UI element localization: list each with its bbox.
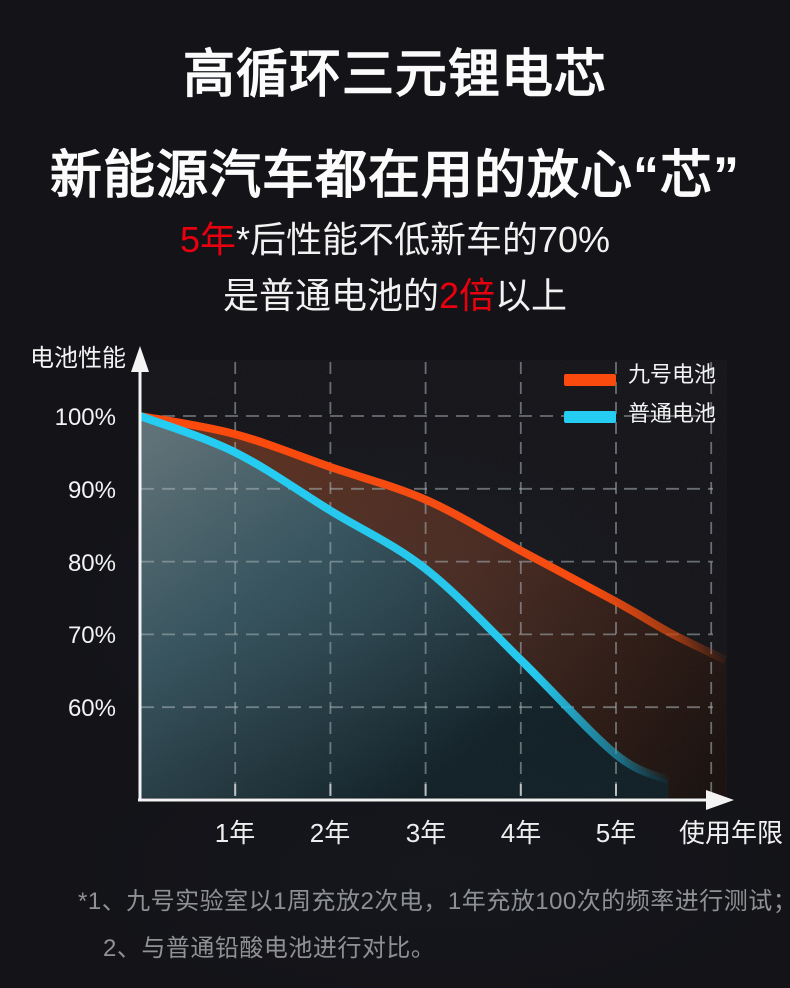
axes [131,346,734,810]
ordinary-battery-curve [138,412,671,784]
legend-label-ninebot: 九号电池 [628,362,716,387]
x-tick-label-5: 5年 [596,818,636,848]
claim-line-2-pre: 是普通电池的 [222,275,439,316]
page-title: 高循环三元锂电芯 [182,45,607,104]
y-axis-title: 电池性能 [30,345,126,372]
battery-performance-chart: 电池性能 100% 90% 80% 70% 60% 1年 2年 3年 4年 5年… [0,330,790,860]
claim-line-1-text: *后性能不低新车的70% [235,219,611,260]
claim-multiplier-highlight: 2倍 [438,275,496,316]
legend-swatch-ninebot [564,374,616,386]
chart-svg: 电池性能 100% 90% 80% 70% 60% 1年 2年 3年 4年 5年… [30,345,783,848]
legend: 九号电池 普通电池 [564,362,716,426]
y-tick-label-70: 70% [68,622,116,649]
x-tick-label-2: 2年 [310,818,350,848]
y-tick-label-90: 90% [68,477,116,504]
axis-labels: 电池性能 100% 90% 80% 70% 60% 1年 2年 3年 4年 5年… [30,345,783,848]
x-tick-label-1: 1年 [215,818,255,848]
claim-years-highlight: 5年 [179,219,236,260]
legend-swatch-ordinary [564,411,616,423]
chart-curves [138,412,728,784]
y-tick-label-80: 80% [68,550,116,577]
x-tick-label-3: 3年 [406,818,446,848]
x-axis-title: 使用年限 [679,818,783,848]
x-tick-label-4: 4年 [501,818,541,848]
page-subtitle: 新能源汽车都在用的放心“芯” [49,146,740,205]
y-axis-arrow-icon [131,346,149,372]
x-axis-arrow-icon [706,790,734,810]
ninebot-battery-curve [139,412,728,664]
footnote-2: 2、与普通铅酸电池进行对比。 [103,934,436,962]
x-axis-ticks [234,784,617,796]
y-tick-label-100: 100% [55,404,116,431]
claim-line-1: 5年 *后性能不低新车的70% [0,214,790,260]
footnote-1: *1、九号实验室以1周充放2次电，1年充放100次的频率进行测试； [78,887,790,915]
legend-label-ordinary: 普通电池 [628,401,716,426]
y-tick-label-60: 60% [68,695,116,722]
claim-line-2-post: 以上 [495,275,568,316]
claim-line-2: 是普通电池的 2倍 以上 [0,270,790,316]
